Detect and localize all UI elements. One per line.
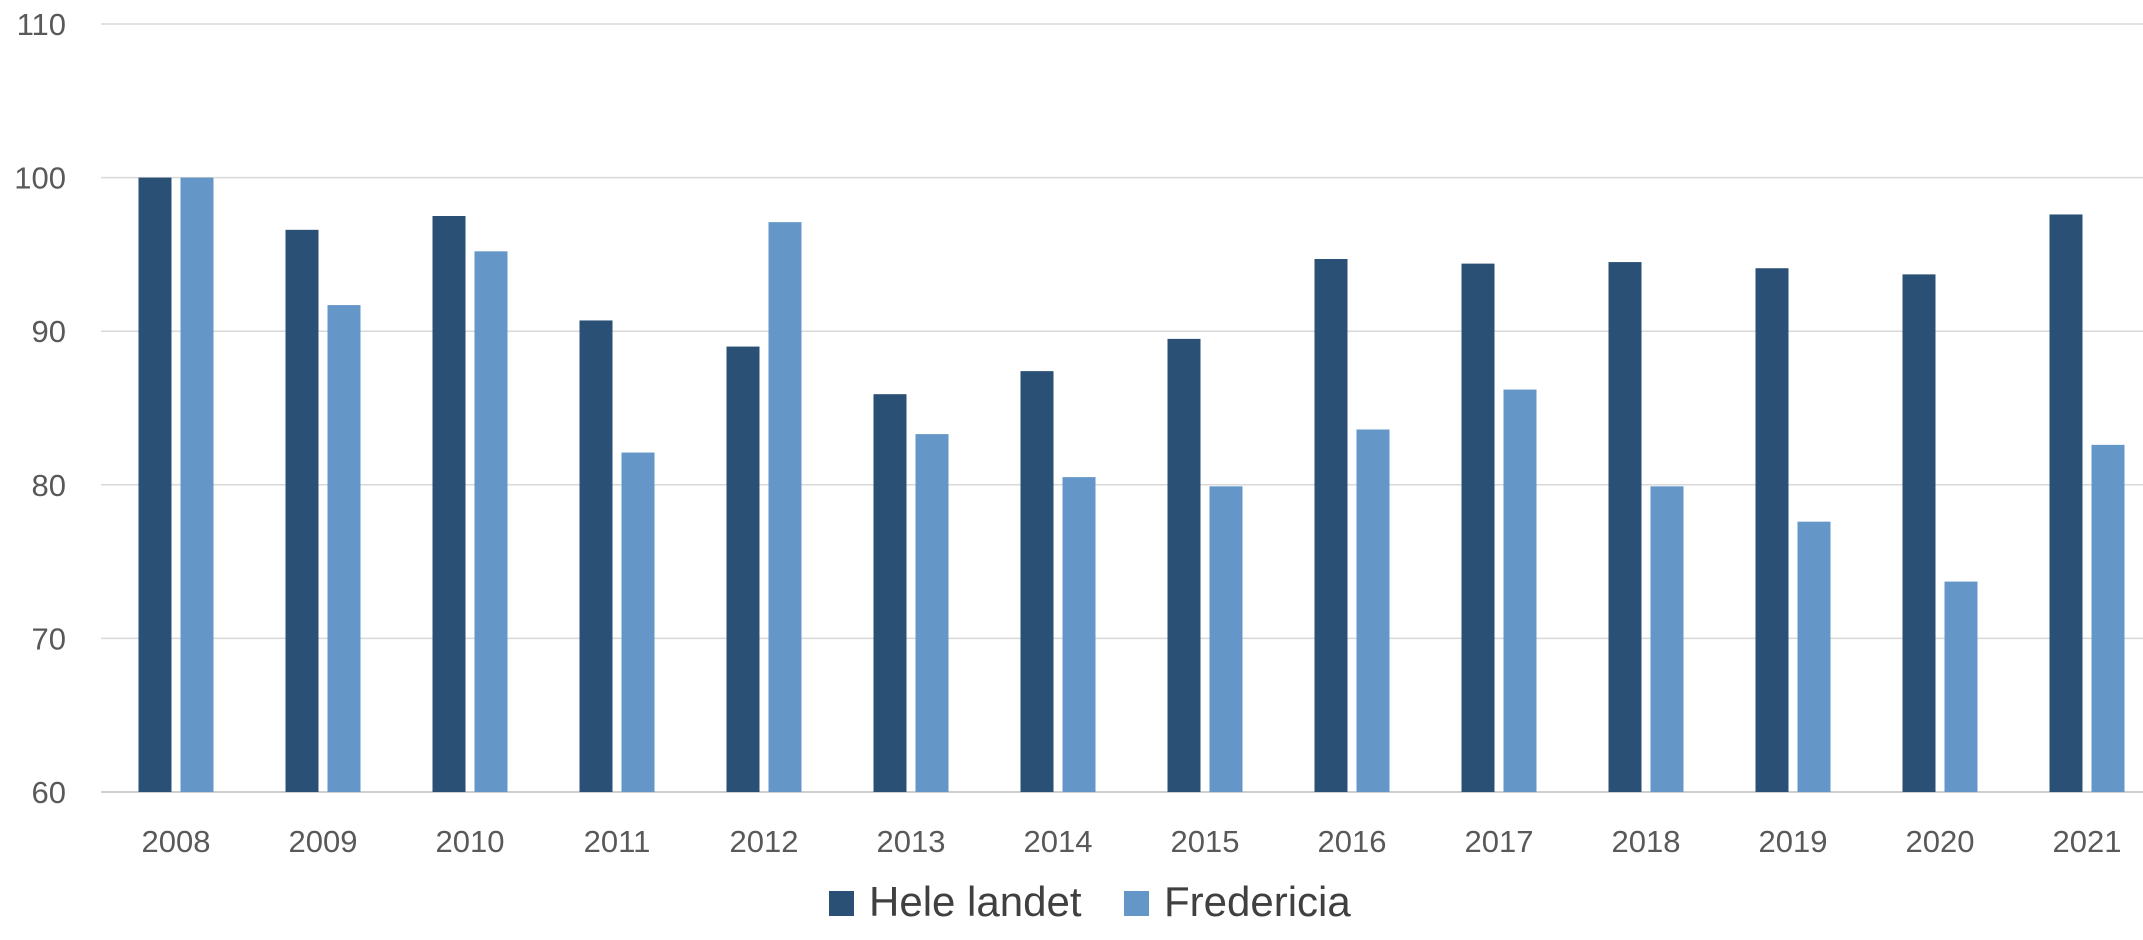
bar-hele-landet-2010 — [432, 216, 466, 792]
bar-hele-landet-2011 — [579, 320, 613, 792]
legend-swatch-hele-landet — [829, 891, 854, 916]
bar-hele-landet-2008 — [138, 177, 172, 793]
y-tick-label: 110 — [17, 7, 66, 42]
bar-fredericia-2012 — [768, 222, 802, 793]
legend: Hele landet Fredericia — [829, 878, 1351, 925]
bar-fredericia-2014 — [1062, 477, 1096, 792]
legend-swatch-fredericia — [1124, 891, 1149, 916]
x-tick-label: 2011 — [584, 824, 651, 859]
y-tick-label: 80 — [32, 468, 66, 503]
y-tick-label: 60 — [32, 775, 66, 810]
legend-label: Fredericia — [1164, 878, 1351, 925]
bar-hele-landet-2013 — [873, 394, 907, 792]
bar-fredericia-2019 — [1797, 521, 1831, 792]
x-tick-label: 2016 — [1318, 824, 1387, 859]
x-tick-label: 2014 — [1024, 824, 1093, 859]
bar-hele-landet-2014 — [1020, 371, 1054, 792]
bar-hele-landet-2019 — [1755, 268, 1789, 792]
x-tick-label: 2018 — [1612, 824, 1681, 859]
x-tick-label: 2009 — [289, 824, 358, 859]
bar-fredericia-2015 — [1209, 486, 1243, 792]
x-tick-label: 2021 — [2053, 824, 2122, 859]
bars — [138, 177, 2125, 793]
y-tick-label: 70 — [32, 621, 66, 656]
bar-fredericia-2016 — [1356, 429, 1390, 792]
bar-hele-landet-2009 — [285, 229, 319, 793]
bar-fredericia-2020 — [1944, 581, 1978, 792]
bar-hele-landet-2012 — [726, 346, 760, 792]
bar-hele-landet-2017 — [1461, 263, 1495, 793]
bar-fredericia-2021 — [2091, 444, 2125, 792]
bar-fredericia-2009 — [327, 305, 361, 792]
x-tick-label: 2017 — [1465, 824, 1534, 859]
x-tick-label: 2008 — [142, 824, 211, 859]
y-tick-label: 90 — [32, 314, 66, 349]
bar-fredericia-2011 — [621, 452, 655, 792]
bar-fredericia-2017 — [1503, 389, 1537, 792]
bar-hele-landet-2021 — [2049, 214, 2083, 793]
x-tick-label: 2012 — [730, 824, 799, 859]
bar-fredericia-2010 — [474, 251, 508, 792]
bar-fredericia-2013 — [915, 434, 949, 792]
legend-label: Hele landet — [869, 878, 1082, 925]
gridlines — [101, 23, 2143, 793]
x-axis-tick-labels: 2008 2009 2010 2011 2012 2013 2014 2015 2016 2017… — [142, 824, 2122, 859]
x-tick-label: 2010 — [436, 824, 505, 859]
x-tick-label: 2013 — [877, 824, 946, 859]
bar-hele-landet-2015 — [1167, 338, 1201, 792]
bar-hele-landet-2020 — [1902, 274, 1936, 792]
x-tick-label: 2020 — [1906, 824, 1975, 859]
bar-hele-landet-2018 — [1608, 262, 1642, 793]
bar-fredericia-2018 — [1650, 486, 1684, 792]
x-tick-label: 2015 — [1171, 824, 1240, 859]
bar-fredericia-2008 — [180, 177, 214, 793]
y-axis-tick-labels: 60 70 80 90 100 110 — [14, 7, 66, 810]
bar-hele-landet-2016 — [1314, 259, 1348, 792]
x-tick-label: 2019 — [1759, 824, 1828, 859]
y-tick-label: 100 — [14, 161, 66, 196]
